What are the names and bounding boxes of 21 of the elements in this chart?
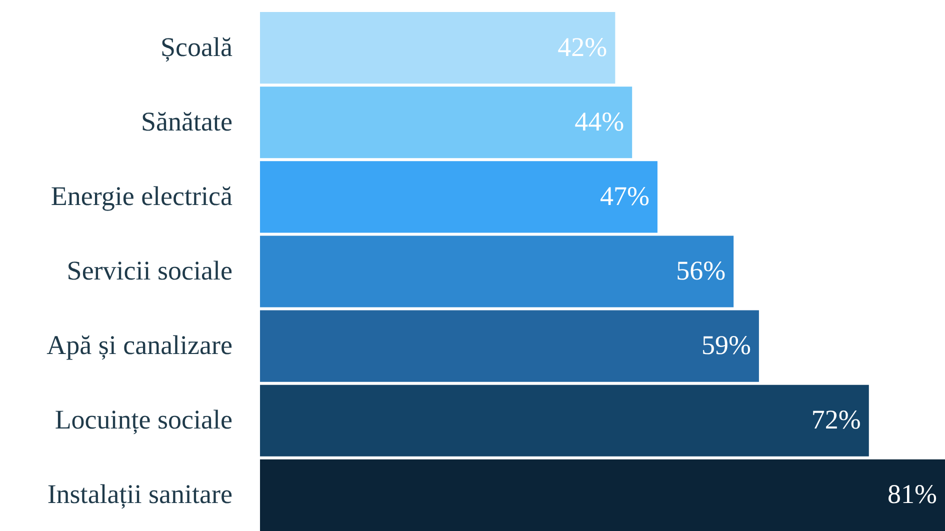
bar <box>260 161 658 233</box>
bar <box>260 12 616 84</box>
data-label: 47% <box>600 180 650 211</box>
bar <box>260 310 759 382</box>
bar <box>260 86 632 158</box>
y-tick-label: Locuințe sociale <box>54 404 233 435</box>
bar <box>260 236 734 308</box>
bar <box>260 384 869 456</box>
y-tick-label: Apă și canalizare <box>46 330 233 360</box>
data-label: 42% <box>558 32 608 62</box>
bar <box>260 459 945 531</box>
y-tick-label: Servicii sociale <box>66 256 233 286</box>
data-label: 81% <box>888 479 937 510</box>
y-tick-label: Sănătate <box>141 106 232 136</box>
data-label: 56% <box>676 256 726 286</box>
y-tick-label: Instalații sanitare <box>47 479 233 510</box>
y-tick-label: Energie electrică <box>50 180 233 211</box>
y-tick-label: Școală <box>160 32 232 62</box>
data-label: 72% <box>811 404 861 435</box>
data-label: 59% <box>701 330 751 360</box>
data-label: 44% <box>574 106 624 136</box>
